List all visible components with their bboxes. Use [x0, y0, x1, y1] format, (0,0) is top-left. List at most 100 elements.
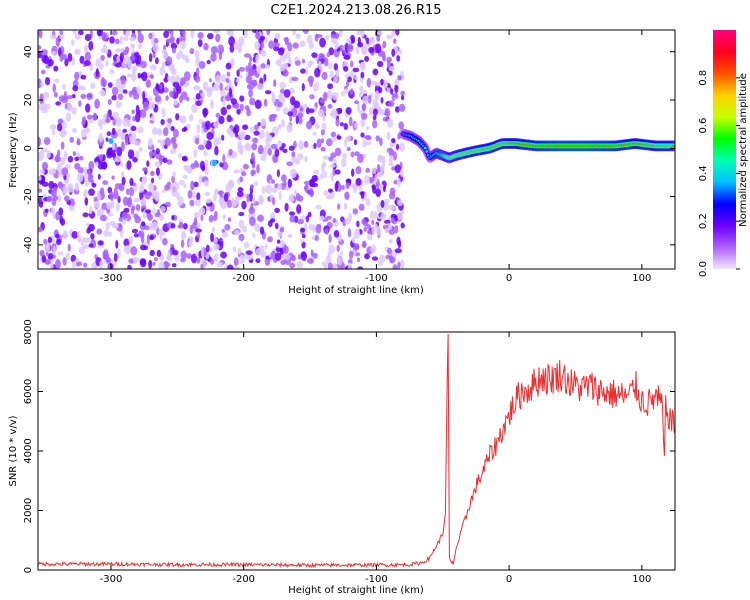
noise-speckle — [226, 199, 233, 208]
noise-speckle — [216, 262, 224, 268]
noise-speckle — [137, 43, 143, 49]
noise-speckle — [45, 208, 49, 213]
noise-speckle — [249, 97, 256, 106]
noise-speckle — [50, 51, 57, 55]
noise-speckle — [85, 103, 91, 113]
noise-speckle — [224, 96, 232, 102]
noise-speckle — [78, 246, 86, 255]
noise-speckle — [111, 86, 119, 96]
noise-speckle — [94, 98, 100, 109]
noise-speckle — [94, 200, 100, 209]
noise-speckle — [154, 193, 160, 202]
noise-speckle — [74, 182, 80, 192]
noise-speckle — [148, 32, 153, 40]
noise-speckle — [330, 108, 338, 119]
noise-speckle — [380, 78, 384, 86]
noise-speckle — [217, 190, 225, 195]
noise-speckle — [152, 44, 160, 53]
noise-speckle — [196, 232, 201, 239]
noise-speckle — [364, 135, 371, 140]
noise-speckle — [228, 148, 233, 156]
noise-speckle — [146, 191, 153, 197]
noise-speckle — [41, 69, 46, 75]
noise-speckle — [138, 147, 143, 152]
noise-speckle — [342, 152, 347, 160]
noise-speckle — [72, 30, 77, 35]
noise-speckle — [180, 239, 185, 249]
noise-speckle — [38, 188, 43, 193]
noise-speckle — [252, 79, 258, 87]
noise-speckle — [160, 119, 165, 125]
noise-speckle — [380, 199, 385, 208]
noise-speckle — [44, 243, 51, 253]
noise-speckle — [291, 157, 298, 163]
noise-speckle — [98, 154, 104, 162]
noise-speckle — [121, 176, 126, 186]
noise-speckle — [74, 156, 80, 162]
noise-speckle — [319, 215, 325, 221]
noise-speckle — [150, 177, 155, 184]
noise-speckle — [257, 197, 264, 205]
noise-speckle — [357, 153, 364, 163]
noise-speckle — [38, 30, 43, 39]
noise-speckle — [221, 134, 225, 141]
noise-speckle — [244, 144, 248, 149]
noise-speckle — [167, 250, 171, 261]
noise-speckle — [195, 93, 201, 100]
noise-speckle — [247, 71, 253, 78]
noise-speckle — [360, 191, 365, 199]
noise-speckle — [127, 120, 132, 128]
noise-speckle — [328, 234, 332, 243]
noise-speckle — [211, 226, 215, 233]
y-tick-label: 8000 — [23, 319, 34, 344]
noise-speckle — [212, 159, 218, 166]
x-tick-label: -100 — [365, 273, 388, 284]
noise-speckle — [244, 105, 250, 111]
noise-speckle — [239, 130, 246, 140]
noise-speckle — [281, 143, 286, 148]
noise-speckle — [238, 219, 245, 229]
noise-speckle — [341, 91, 346, 97]
noise-speckle — [382, 185, 386, 193]
noise-speckle — [276, 169, 280, 178]
noise-speckle — [287, 234, 293, 239]
noise-speckle — [96, 209, 102, 217]
noise-speckle — [348, 250, 354, 259]
noise-speckle — [221, 199, 225, 205]
noise-speckle — [391, 138, 396, 144]
noise-speckle — [46, 195, 52, 203]
noise-speckle — [330, 152, 337, 159]
noise-speckle — [297, 153, 304, 160]
noise-speckle — [133, 213, 139, 219]
noise-speckle — [388, 148, 395, 157]
noise-speckle — [239, 95, 245, 102]
noise-speckle — [111, 95, 117, 101]
noise-speckle — [102, 44, 108, 54]
noise-speckle — [236, 69, 240, 77]
noise-speckle — [215, 112, 221, 118]
noise-speckle — [273, 79, 277, 87]
noise-speckle — [372, 119, 378, 129]
noise-speckle — [153, 257, 158, 262]
noise-speckle — [334, 147, 342, 157]
noise-speckle — [376, 35, 381, 42]
noise-speckle — [91, 182, 97, 188]
noise-speckle — [157, 139, 162, 144]
noise-speckle — [283, 180, 287, 187]
noise-speckle — [105, 60, 109, 67]
noise-speckle — [129, 135, 136, 145]
noise-speckle — [326, 90, 333, 99]
noise-speckle — [138, 230, 145, 238]
noise-speckle — [214, 145, 219, 156]
noise-speckle — [312, 84, 319, 92]
noise-speckle — [243, 53, 251, 58]
noise-speckle — [391, 48, 396, 57]
noise-speckle — [185, 165, 192, 173]
noise-speckle — [222, 153, 226, 163]
noise-speckle — [111, 175, 115, 180]
noise-speckle — [198, 89, 202, 95]
noise-speckle — [41, 102, 47, 112]
noise-speckle — [122, 196, 129, 206]
noise-speckle — [66, 95, 73, 100]
